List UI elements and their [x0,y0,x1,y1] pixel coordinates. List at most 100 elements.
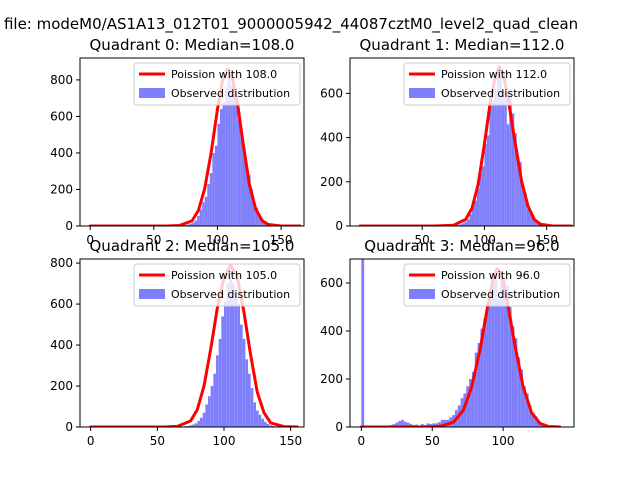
panel-title: Quadrant 2: Median=105.0 [90,237,295,255]
x-tick-label: 100 [492,434,515,448]
histogram [181,269,275,427]
hist-bar [503,278,506,427]
hist-bar [242,147,246,226]
x-tick-label: 0 [358,434,366,448]
hist-bar [526,208,530,226]
y-tick-label: 0 [65,219,73,233]
hist-bar [524,192,527,226]
hist-bar [361,259,365,427]
hist-bar [269,425,272,427]
hist-bar [471,206,475,226]
legend-label: Observed distribution [171,288,290,301]
hist-bar [426,423,430,427]
legend: Poission with 105.0 Observed distribution [133,263,301,307]
figure-suptitle: a file: modeM0/AS1A13_012T01_9000005942_… [0,15,578,34]
hist-bar [207,184,210,226]
hist-bar [248,373,251,427]
hist-bar [476,188,480,226]
legend-box [403,62,571,106]
y-tick-label: 200 [320,372,343,386]
hist-bar [209,173,213,226]
panel-title: Quadrant 3: Median=96.0 [364,237,559,255]
hist-bar [194,220,198,226]
hist-bar [199,209,203,226]
hist-bar [237,304,240,427]
y-tick-label: 400 [50,146,73,160]
hist-bar [520,369,523,427]
hist-bar [216,355,219,427]
hist-bar [234,293,238,427]
legend-label: Poission with 108.0 [171,68,277,81]
hist-bar [213,373,216,427]
y-tick-label: 400 [320,131,343,145]
hist-bar [459,224,462,226]
hist-bar [486,135,490,226]
hist-bar [225,87,228,226]
hist-bar [521,186,525,226]
hist-bar [230,85,233,226]
hist-bar [200,417,203,427]
legend-label: Observed distribution [441,87,560,100]
hist-bar [220,109,223,226]
hist-bar [471,371,475,427]
hist-bar [204,196,208,226]
hist-bar [469,213,472,226]
hist-bar [253,202,256,226]
hist-bar [260,218,264,226]
hist-bar [483,319,487,427]
hist-bar [186,425,190,427]
panel-title: Quadrant 0: Median=108.0 [90,36,295,54]
hist-bar [437,422,441,427]
legend-box [403,263,571,307]
legend-label: Poission with 105.0 [171,269,277,282]
hist-bar [477,343,481,427]
hist-bar [531,412,535,427]
hist-bar [481,166,485,226]
hist-bar [509,88,512,226]
hist-bar [474,200,477,226]
panel-0: 0 50 100 150 0 200 400 600 800 Quadrant 0: Median… [50,36,305,247]
hist-bar [500,273,504,427]
hist-bar [529,212,532,226]
hist-bar [245,359,248,427]
hist-bar [189,425,192,427]
legend: Poission with 112.0 Observed distribution [403,62,571,106]
x-tick-label: 150 [279,434,302,448]
y-tick-label: 200 [50,379,73,393]
hist-bar [253,402,256,427]
hist-bar [491,283,495,427]
hist-bar [266,423,270,427]
hist-bar [197,420,200,427]
legend-label: Observed distribution [171,87,290,100]
axes-frame [79,57,305,227]
axes-frame [349,258,575,428]
x-tick-label: 100 [473,233,496,247]
hist-bar [536,222,540,226]
hist-bar [229,269,232,427]
hist-bar [489,106,492,226]
x-tick-label: 150 [270,233,293,247]
hist-bar [464,221,467,226]
hist-bar [511,326,515,427]
y-tick-label: 200 [320,175,343,189]
hist-bar [202,202,205,226]
y-tick-label: 200 [50,182,73,196]
hist-bar [255,207,259,226]
legend-bar-swatch [409,289,435,299]
hist-bar [272,425,275,427]
hist-bar [250,189,254,226]
hist-bar [221,316,224,427]
y-tick-label: 0 [335,219,343,233]
hist-bar [226,283,230,427]
hist-bar [534,416,538,427]
hist-bar [537,421,540,427]
y-tick-label: 400 [50,338,73,352]
hist-bar [263,222,266,226]
hist-bar [517,357,521,427]
legend-box [133,263,301,307]
hist-bar [232,94,236,226]
legend-label: Poission with 112.0 [441,68,547,81]
hist-bar [205,404,208,427]
hist-bar [440,419,444,427]
